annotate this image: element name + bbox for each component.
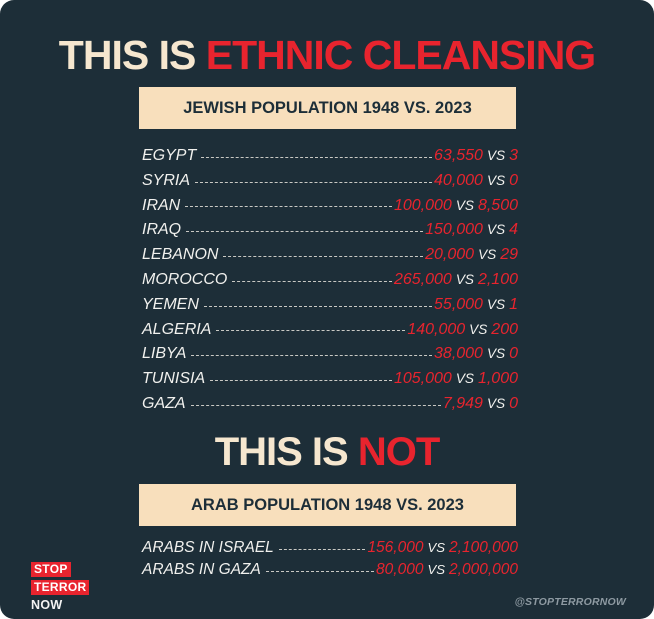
value-1948: 265,000: [393, 270, 452, 288]
value-1948: 40,000: [434, 171, 483, 189]
leader-dots: [201, 156, 433, 158]
value-2023: 2,100,000: [449, 539, 518, 556]
social-handle: @STOPTERRORNOW: [514, 596, 626, 608]
country-label: ARABS IN GAZA: [142, 561, 261, 578]
leader-dots: [223, 256, 424, 258]
country-label: IRAQ: [142, 221, 182, 239]
leader-dots: [191, 355, 433, 357]
logo-line-stop: STOP: [31, 562, 71, 577]
vs-label: VS: [486, 172, 506, 188]
country-label: YEMEN: [142, 295, 199, 313]
vs-label: VS: [486, 148, 506, 163]
value-1948: 105,000: [393, 370, 452, 388]
headline-2-white: THIS IS: [214, 430, 349, 474]
value-2023: 0: [509, 394, 518, 412]
vs-label: VS: [486, 222, 506, 238]
population-row: SYRIA 40,000 VS 0: [142, 169, 518, 194]
population-row: IRAN 100,000 VS 8,500: [142, 194, 518, 219]
headline-ethnic-cleansing: THIS IS ETHNIC CLEANSING: [0, 32, 654, 79]
value-2023: 29: [500, 246, 518, 264]
vs-label: VS: [455, 371, 474, 387]
vs-label: VS: [478, 247, 497, 263]
vs-label: VS: [486, 346, 506, 362]
country-label: GAZA: [142, 394, 186, 412]
leader-dots: [210, 380, 392, 382]
stop-terror-now-logo: STOP TERROR NOW: [31, 560, 93, 613]
country-label: SYRIA: [142, 171, 191, 189]
leader-dots: [185, 206, 392, 208]
leader-dots: [203, 305, 433, 307]
vs-label: VS: [469, 321, 488, 337]
value-2023: 3: [509, 147, 518, 164]
value-2023: 0: [509, 345, 518, 363]
population-row: ARABS IN ISRAEL 156,000 VS 2,100,000: [142, 537, 518, 559]
country-label: TUNISIA: [142, 370, 206, 388]
headline-1-white: THIS IS: [58, 32, 197, 78]
leader-dots: [216, 330, 406, 332]
population-row: ARABS IN GAZA 80,000 VS 2,000,000: [142, 559, 518, 581]
vs-label: VS: [486, 395, 506, 411]
value-2023: 2,100: [477, 270, 518, 288]
value-1948: 100,000: [393, 196, 452, 214]
value-1948: 20,000: [425, 246, 475, 264]
population-row: ALGERIA 140,000 VS 200: [142, 318, 518, 343]
vs-label: VS: [486, 296, 506, 312]
headline-1-red: ETHNIC CLEANSING: [205, 32, 596, 78]
vs-label: VS: [427, 540, 446, 555]
population-row: LIBYA 38,000 VS 0: [142, 342, 518, 367]
leader-dots: [190, 404, 441, 406]
logo-line-now: NOW: [31, 598, 63, 612]
value-2023: 1,000: [477, 370, 518, 388]
value-2023: 4: [509, 221, 518, 239]
value-2023: 8,500: [477, 196, 518, 214]
arab-population-list: ARABS IN ISRAEL 156,000 VS 2,100,000 ARABS I…: [142, 537, 518, 581]
headline-this-is-not: THIS IS NOT: [0, 430, 654, 475]
population-row: YEMEN 55,000 VS 1: [142, 293, 518, 318]
country-label: EGYPT: [142, 147, 197, 164]
vs-label: VS: [427, 562, 446, 577]
jewish-population-list: EGYPT 63,550 VS 3 SYRIA 40,000 VS 0 IRAN 100,000 V…: [142, 144, 518, 417]
vs-label: VS: [455, 271, 474, 287]
value-2023: 0: [509, 171, 518, 189]
value-1948: 38,000: [434, 345, 483, 363]
leader-dots: [278, 548, 366, 550]
population-row: IRAQ 150,000 VS 4: [142, 218, 518, 243]
leader-dots: [186, 231, 424, 233]
value-1948: 80,000: [376, 561, 424, 578]
population-row: TUNISIA 105,000 VS 1,000: [142, 367, 518, 392]
country-label: ALGERIA: [142, 320, 212, 338]
value-1948: 63,550: [434, 147, 483, 164]
headline-2-red: NOT: [357, 430, 440, 474]
value-2023: 200: [491, 320, 518, 338]
value-2023: 1: [509, 295, 518, 313]
arab-population-banner: ARAB POPULATION 1948 VS. 2023: [139, 484, 516, 526]
value-1948: 140,000: [407, 320, 466, 338]
leader-dots: [195, 181, 433, 183]
logo-line-terror: TERROR: [31, 580, 90, 595]
country-label: LIBYA: [142, 345, 187, 363]
value-1948: 156,000: [367, 539, 424, 556]
country-label: LEBANON: [142, 246, 219, 264]
country-label: IRAN: [142, 196, 181, 214]
country-label: ARABS IN ISRAEL: [142, 539, 274, 556]
population-row: GAZA 7,949 VS 0: [142, 392, 518, 417]
value-1948: 7,949: [442, 394, 483, 412]
value-1948: 150,000: [425, 221, 483, 239]
leader-dots: [265, 570, 375, 572]
value-1948: 55,000: [434, 295, 483, 313]
vs-label: VS: [455, 197, 474, 213]
population-row: EGYPT 63,550 VS 3: [142, 144, 518, 169]
country-label: MOROCCO: [142, 270, 228, 288]
leader-dots: [232, 280, 392, 282]
value-2023: 2,000,000: [449, 561, 518, 578]
jewish-population-banner: JEWISH POPULATION 1948 VS. 2023: [139, 87, 516, 129]
population-row: LEBANON 20,000 VS 29: [142, 243, 518, 268]
population-row: MOROCCO 265,000 VS 2,100: [142, 268, 518, 293]
